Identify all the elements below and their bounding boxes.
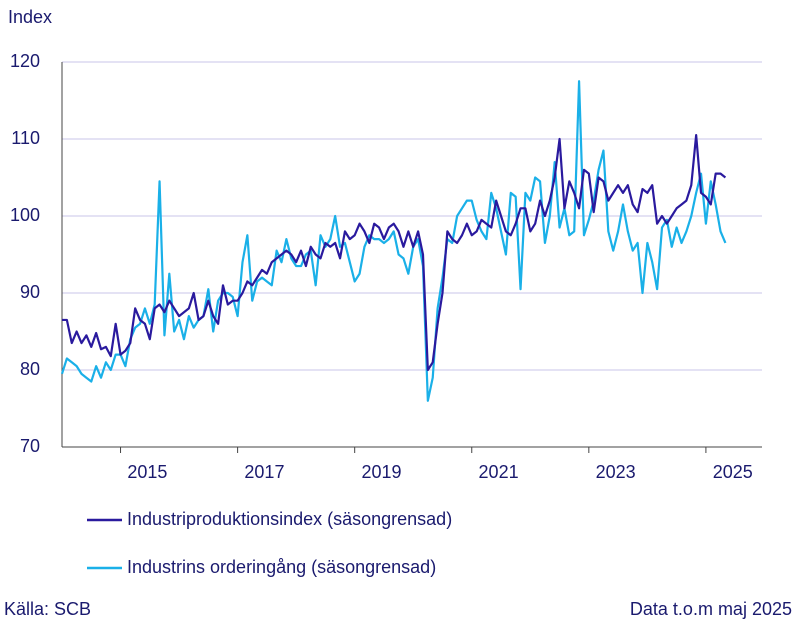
y-tick-label: 70	[20, 436, 40, 456]
x-tick-label: 2021	[479, 462, 519, 482]
x-tick-label: 2015	[127, 462, 167, 482]
x-tick-label: 2023	[596, 462, 636, 482]
source: Källa: SCB	[4, 599, 91, 619]
series-line	[62, 134, 727, 372]
note: Data t.o.m maj 2025	[630, 599, 792, 619]
y-tick-label: 80	[20, 359, 40, 379]
y-tick-label: 120	[10, 51, 40, 71]
legend-label: Industriproduktionsindex (säsongrensad)	[127, 509, 452, 529]
y-tick-label: 90	[20, 282, 40, 302]
y-axis-label: Index	[8, 7, 52, 27]
x-tick-label: 2019	[361, 462, 401, 482]
series-line	[60, 80, 727, 402]
y-tick-label: 100	[10, 205, 40, 225]
y-tick-label: 110	[11, 128, 40, 148]
x-tick-label: 2025	[713, 462, 753, 482]
legend-label: Industrins orderingång (säsongrensad)	[127, 557, 436, 577]
x-tick-label: 2017	[244, 462, 284, 482]
